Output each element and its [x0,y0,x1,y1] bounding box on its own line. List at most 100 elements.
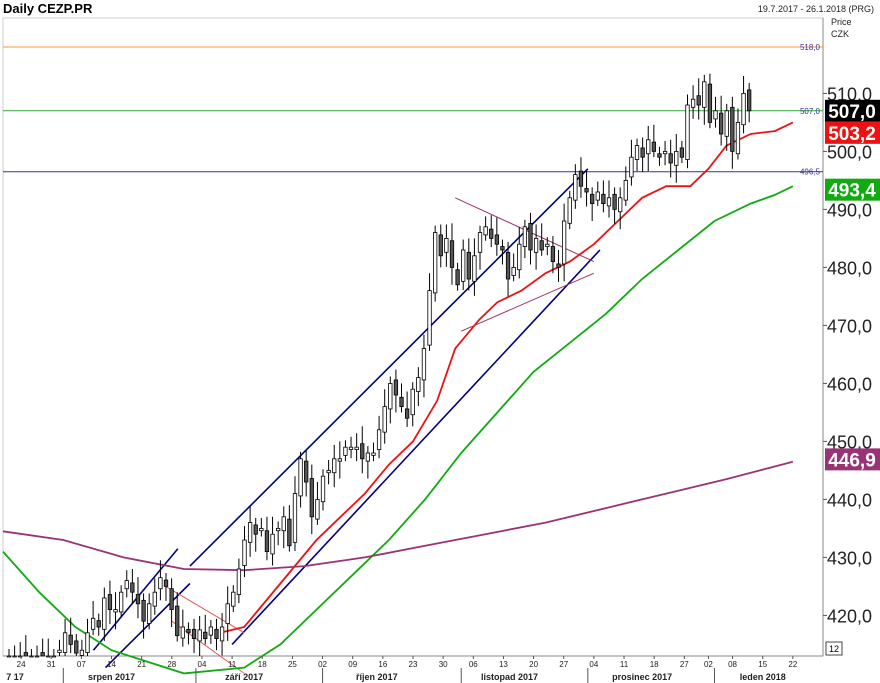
candle [57,639,62,656]
y-tick-label: 420,0 [827,606,872,626]
x-tick-label: 04 [589,660,598,669]
candle [365,446,371,479]
y-tick-label: 470,0 [827,316,872,336]
candle [421,334,427,398]
candle-body [461,249,466,282]
candle-body [96,620,101,628]
moving-average-line [2,460,794,572]
moving-average-line [2,185,794,675]
candle [388,376,393,424]
candle [74,633,79,656]
candle [259,517,264,537]
candle [657,146,662,166]
candle-body [191,628,197,640]
candle-body [90,617,96,630]
x-month-label: listopad 2017 [481,672,538,682]
candle-body [23,652,28,657]
candle [253,517,258,552]
x-tick-label: 08 [728,660,737,669]
x-tick-label: 25 [288,660,297,669]
candle-body [141,599,146,622]
candle [533,224,539,270]
candle-body [528,222,533,251]
candle [326,459,331,485]
candle-body [231,591,236,607]
candle-body [388,382,393,410]
candle-body [158,577,163,590]
candle-body [208,626,214,636]
x-tick-label: 31 [47,660,56,669]
x-month-label: srpen 2017 [88,672,135,682]
candle [180,609,185,647]
candle [724,103,729,151]
candle-body [634,145,640,160]
value-badge-label: 446,9 [828,450,876,471]
candle [124,570,129,598]
candle-body [264,530,270,552]
candle [247,505,253,557]
candle-body [12,655,17,658]
x-tick-label: 09 [348,660,357,669]
value-badge [825,99,880,122]
candle [747,82,752,123]
candle [545,237,550,256]
candle-body [51,655,56,658]
y-tick-label: 480,0 [827,258,872,278]
x-tick-label: 27 [680,660,689,669]
candle-body [696,95,701,106]
candle-body [326,469,331,474]
candle [477,225,483,270]
x-tick-label: 22 [788,660,797,669]
candle [18,642,23,658]
candle [550,236,556,274]
x-tick-label: 24 [17,660,26,669]
candle-body [449,240,455,268]
candle [51,649,56,658]
candle [320,469,326,511]
candle-body [79,649,85,656]
candle [107,580,113,625]
candle-body [40,652,45,657]
candle-body [550,246,556,263]
candle-body [360,443,365,460]
corner-label: 12 [829,644,839,654]
candle [522,219,528,259]
candle [494,217,499,256]
candle [618,187,623,230]
candle-body [163,579,169,587]
y-tick-label: 440,0 [827,490,872,510]
candle [685,94,690,169]
candle [584,171,589,207]
candle [219,613,225,656]
candle-body [657,153,662,158]
candle [40,638,45,657]
candle-body [741,93,746,126]
candle-body [68,634,73,645]
candle [12,645,17,658]
candle [561,203,567,282]
candle [623,166,628,206]
candle-body [57,649,62,653]
candle-body [455,269,460,286]
candle-body [175,605,180,637]
candle-body [320,475,326,503]
candle [287,505,292,552]
candle [461,239,466,291]
moving-average-line [219,121,794,634]
candle-body [640,147,645,158]
x-month-label: říjen 2017 [356,672,398,682]
candle-body [298,458,303,497]
candle-body [668,153,673,164]
candle [393,369,399,413]
candle-body [203,631,208,639]
candle-body [130,582,135,593]
candle-body [376,429,382,450]
candle-body [34,655,40,658]
candle [606,180,612,218]
candle-body [489,228,494,239]
candle-body [197,629,202,642]
candle [668,139,673,178]
candle-body [119,591,124,613]
candle [225,586,230,641]
level-label: 518,0 [800,43,821,52]
